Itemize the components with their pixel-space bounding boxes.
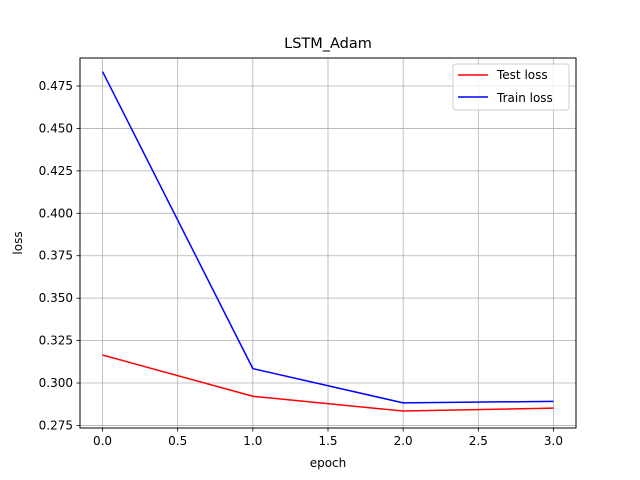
y-tick-label: 0.300	[39, 376, 73, 390]
legend-label-train-loss: Train loss	[496, 91, 553, 105]
x-tick-label: 0.5	[168, 434, 187, 448]
x-tick-label: 3.0	[544, 434, 563, 448]
y-tick-label: 0.275	[39, 418, 73, 432]
series-lines	[101, 71, 554, 412]
y-tick-label: 0.325	[39, 334, 73, 348]
chart-title: LSTM_Adam	[284, 36, 372, 52]
x-tick-label: 2.5	[469, 434, 488, 448]
grid	[80, 58, 576, 428]
y-tick-label: 0.400	[39, 206, 73, 220]
legend-label-test-loss: Test loss	[496, 68, 548, 82]
x-tick-label: 1.5	[318, 434, 337, 448]
x-tick-label: 2.0	[394, 434, 413, 448]
x-tick-label: 0.0	[93, 434, 112, 448]
series-line-train-loss	[101, 71, 554, 404]
y-tick-label: 0.425	[39, 164, 73, 178]
y-tick-label: 0.475	[39, 79, 73, 93]
x-tick-label: 1.0	[243, 434, 262, 448]
legend: Test loss Train loss	[452, 63, 570, 111]
y-tick-label: 0.375	[39, 249, 73, 263]
y-tick-label: 0.450	[39, 121, 73, 135]
y-tick-label: 0.350	[39, 291, 73, 305]
axis-ticks: 0.0 0.5 1.0 1.5 2.0 2.5 3.0 0.275 0.300 0.325 0.35…	[39, 79, 563, 448]
y-axis-label: loss	[11, 231, 25, 254]
x-axis-label: epoch	[310, 456, 347, 470]
series-line-test-loss	[102, 354, 554, 412]
